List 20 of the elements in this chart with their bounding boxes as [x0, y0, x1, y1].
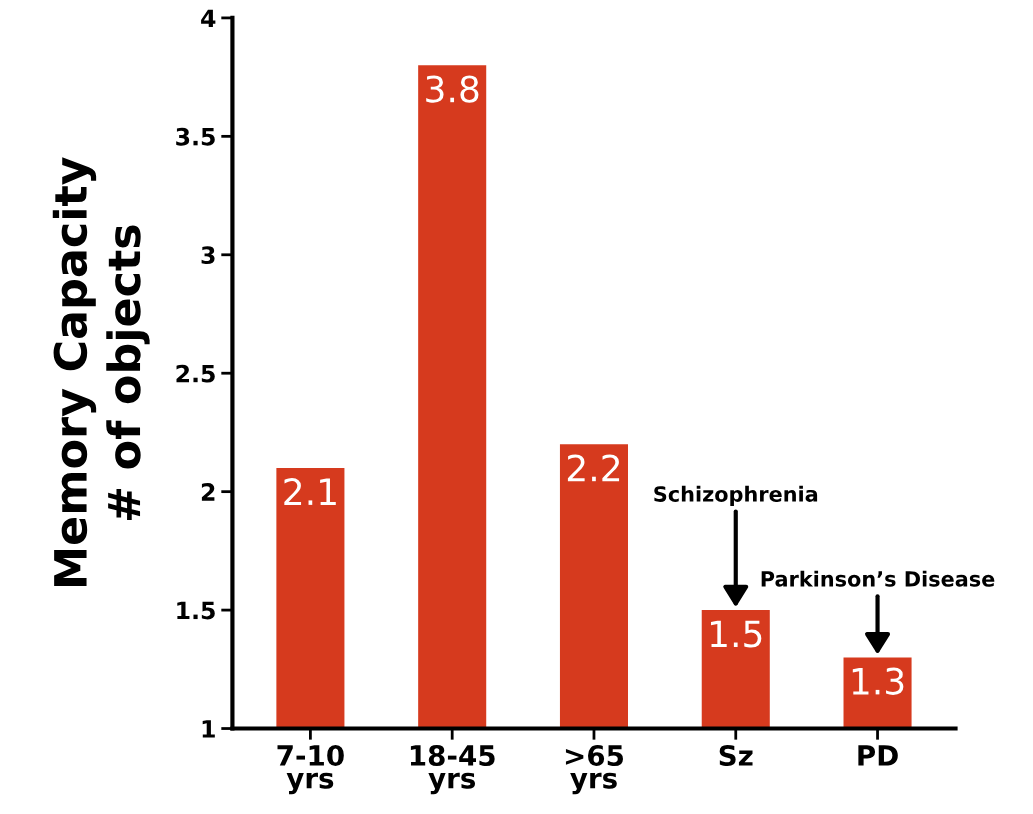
y-tick-label: 2: [201, 483, 215, 501]
data-label: 2.1: [284, 478, 336, 505]
x-tick-label: 7-10 yrs: [277, 744, 344, 795]
x-tick-label: >65 yrs: [565, 745, 623, 795]
y-tick-label: 1.5: [177, 601, 215, 620]
y-axis-title: Memory Capacity # of objects: [52, 157, 150, 587]
data-label: 2.2: [567, 454, 620, 482]
y-tick-label: 2.5: [176, 364, 215, 383]
data-label: 1.3: [852, 667, 904, 695]
y-tick-label: 4: [201, 9, 216, 27]
x-tick-label: PD: [858, 745, 898, 766]
y-tick-label: 3.5: [176, 127, 215, 146]
data-label: 3.8: [426, 75, 479, 103]
x-tick-label: Sz: [719, 744, 753, 766]
annotation: Schizophrenia: [654, 485, 818, 506]
annotation: Parkinson’s Disease: [761, 570, 995, 587]
y-tick-label: 1: [202, 720, 215, 738]
y-tick-label: 3: [201, 246, 215, 265]
data-label: 1.5: [711, 620, 762, 648]
x-tick-label: 18-45 yrs: [410, 744, 495, 795]
